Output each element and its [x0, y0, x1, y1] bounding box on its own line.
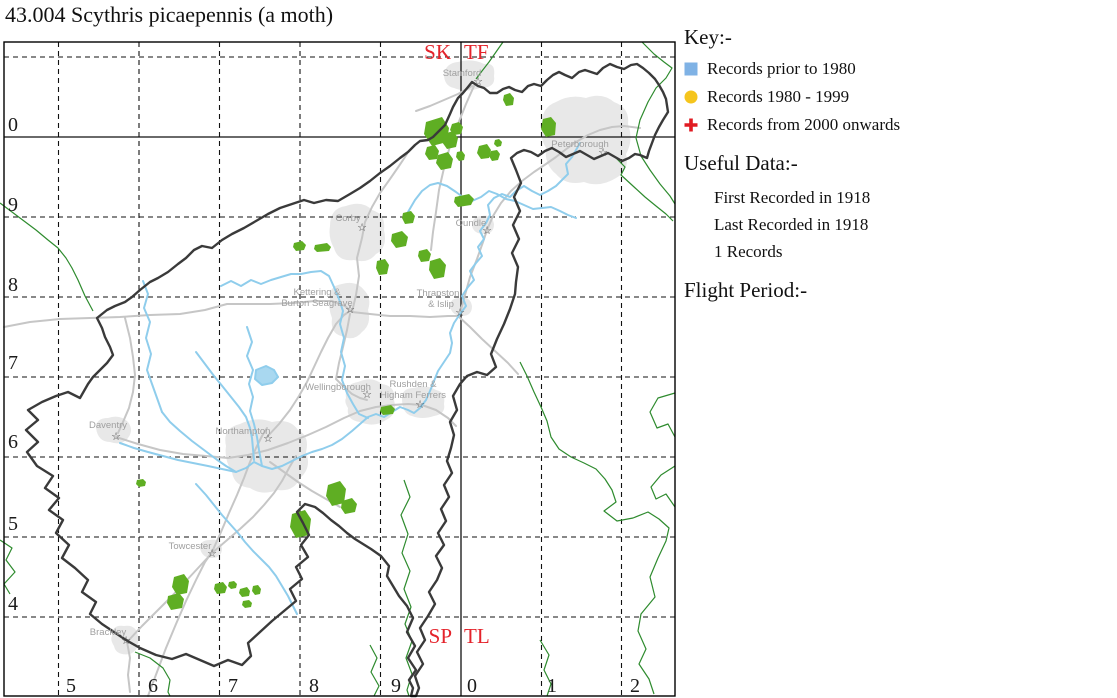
easting-label: 2: [630, 675, 640, 697]
easting-label: 0: [467, 675, 477, 697]
easting-label: 8: [309, 675, 319, 697]
key-item-1980-1999: Records 1980 - 1999: [684, 86, 1109, 108]
northing-label: 4: [8, 593, 18, 615]
northing-label: 8: [8, 274, 18, 296]
adjacent-county-boundaries: [0, 41, 676, 697]
key-item-label: Records from 2000 onwards: [707, 115, 901, 134]
town-star-icon: ☆: [263, 432, 273, 445]
grid-lines: [4, 42, 675, 696]
town-star-icon: ☆: [111, 430, 121, 443]
town-label: Wellingborough: [305, 382, 371, 393]
town-label: Oundle: [456, 218, 487, 229]
red-cross-icon: [684, 118, 698, 132]
town-label: Daventry: [89, 420, 127, 431]
county-boundary: [24, 62, 670, 698]
town-star-icon: ☆: [207, 547, 217, 560]
key-item-prior-1980: Records prior to 1980: [684, 58, 1109, 80]
town-label: Thrapston: [417, 288, 460, 299]
town-star-icon: ☆: [121, 634, 131, 647]
grid-letter-tl: TL: [464, 624, 490, 648]
easting-label: 5: [66, 675, 76, 697]
northing-label: 6: [8, 431, 18, 453]
key-item-2000-onwards: Records from 2000 onwards: [684, 114, 1109, 136]
grid-letter-tf: TF: [464, 40, 489, 64]
town-label: Peterborough: [551, 139, 609, 150]
woodland-areas: [136, 93, 556, 610]
town-label: Kettering &: [294, 287, 342, 298]
town-star-icon: ☆: [415, 398, 425, 411]
town-star-icon: ☆: [482, 224, 492, 237]
useful-data-heading: Useful Data:-: [684, 151, 798, 175]
page-title: 43.004 Scythris picaepennis (a moth): [5, 2, 334, 27]
town-star-icon: ☆: [473, 75, 483, 88]
easting-label: 1: [547, 675, 557, 697]
town-label: Corby: [335, 213, 361, 224]
town-star-icon: ☆: [455, 306, 465, 319]
easting-label: 7: [228, 675, 238, 697]
yellow-circle-icon: [684, 90, 698, 104]
town-label: Towcester: [169, 541, 212, 552]
map-frame: [3, 41, 676, 697]
northing-label: 7: [8, 352, 18, 374]
grid-letter-sp: SP: [429, 624, 452, 648]
easting-label: 6: [148, 675, 158, 697]
last-recorded-line: Last Recorded in 1918: [714, 215, 869, 234]
town-star-icon: ☆: [345, 303, 355, 316]
key-panel: Key:- Records prior to 1980 Records 1980…: [684, 24, 1109, 311]
key-item-label: Records 1980 - 1999: [707, 87, 850, 106]
easting-label: 9: [391, 675, 401, 697]
town-star-icon: ☆: [598, 146, 608, 159]
town-label: Rushden &: [389, 379, 437, 390]
town-label: Burton Seagrave: [281, 298, 352, 309]
grid-letter-sk: SK: [424, 40, 451, 64]
town-star-icon: ☆: [357, 221, 367, 234]
record-count-line: 1 Records: [714, 242, 783, 261]
town-label: Higham Ferrers: [380, 390, 446, 401]
northing-label: 9: [8, 194, 18, 216]
key-heading: Key:-: [684, 25, 732, 49]
town-label: Stamford: [443, 68, 482, 79]
northing-label: 5: [8, 513, 18, 535]
key-item-label: Records prior to 1980: [707, 59, 856, 78]
town-star-icon: ☆: [362, 388, 372, 401]
town-label: & Islip: [428, 299, 454, 310]
flight-period-heading: Flight Period:-: [684, 278, 808, 302]
northing-label: 0: [8, 114, 18, 136]
town-label: Northampton: [216, 426, 271, 437]
town-label: Brackley: [90, 627, 127, 638]
blue-square-icon: [684, 62, 698, 76]
first-recorded-line: First Recorded in 1918: [714, 188, 871, 207]
river-network: [119, 142, 581, 615]
